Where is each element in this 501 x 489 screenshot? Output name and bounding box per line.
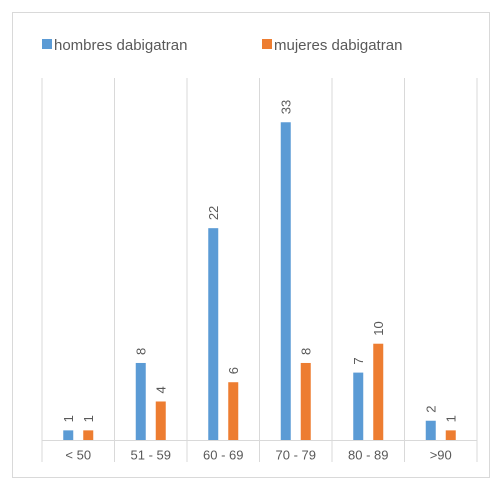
data-label: 10 (371, 321, 386, 335)
bar (83, 430, 94, 440)
data-label: 33 (279, 100, 294, 114)
bar (208, 228, 219, 440)
bar (373, 343, 384, 440)
x-tick-label: >90 (430, 448, 452, 463)
x-tick-label: 60 - 69 (203, 448, 243, 463)
data-label: 1 (444, 415, 459, 422)
bar (155, 401, 166, 440)
x-tick-label: 51 - 59 (131, 448, 171, 463)
legend-swatch (262, 39, 272, 49)
data-label: 8 (134, 348, 149, 355)
x-tick-label: < 50 (65, 448, 91, 463)
legend-swatch (42, 39, 52, 49)
bar (300, 362, 311, 440)
bar (63, 430, 74, 440)
x-tick-label: 80 - 89 (348, 448, 388, 463)
bar (135, 362, 146, 440)
bar (425, 420, 436, 440)
data-label: 22 (206, 206, 221, 220)
data-label: 4 (154, 386, 169, 393)
data-label: 6 (226, 367, 241, 374)
x-tick-label: 70 - 79 (276, 448, 316, 463)
data-label: 8 (299, 348, 314, 355)
data-label: 2 (424, 406, 439, 413)
legend-label: hombres dabigatran (54, 37, 187, 54)
bar (280, 122, 291, 440)
chart-border (12, 12, 490, 478)
bar (353, 372, 364, 440)
data-label: 7 (351, 357, 366, 364)
data-label: 1 (61, 415, 76, 422)
legend-label: mujeres dabigatran (274, 37, 402, 54)
bar (228, 382, 239, 440)
bar (445, 430, 456, 440)
data-label: 1 (81, 415, 96, 422)
